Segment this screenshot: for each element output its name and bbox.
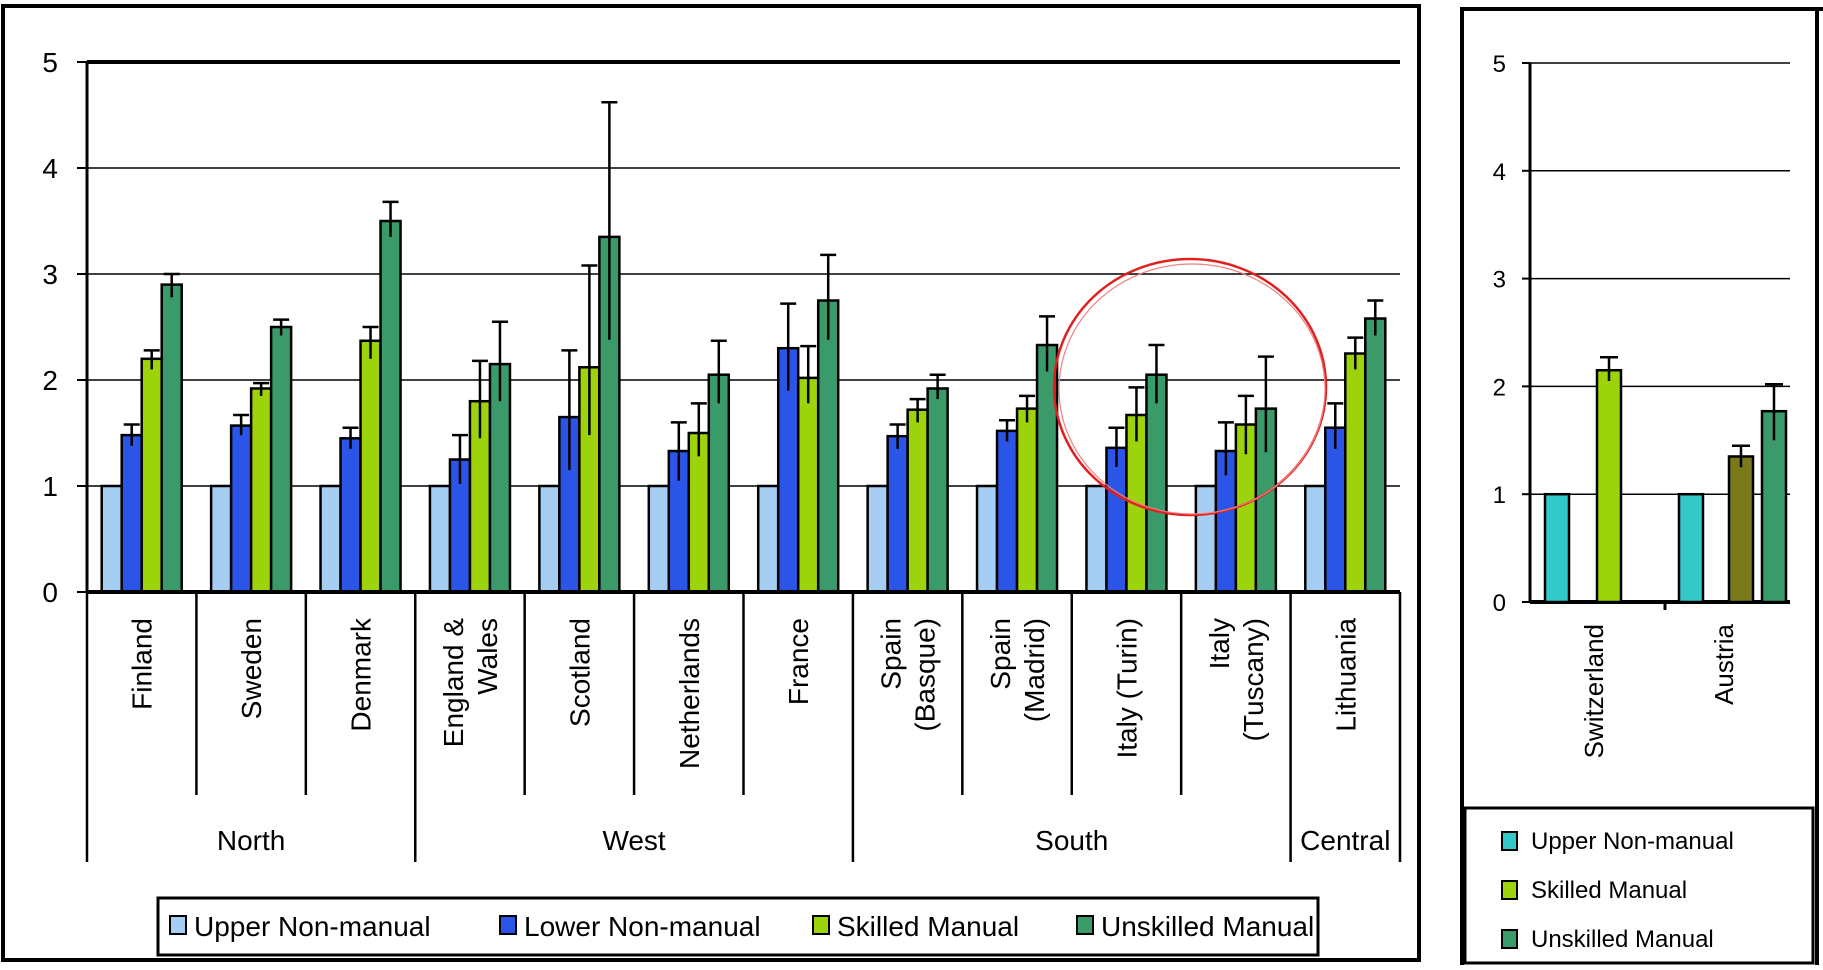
y-tick-label-right: 2	[1493, 374, 1506, 401]
bar-spain-madrid-lower-non-manual	[995, 429, 1019, 594]
x-tick-label-italy-tuscany: Italy	[1204, 618, 1235, 669]
bar-france-skilled-manual	[796, 376, 820, 594]
bar-denmark-upper-non-manual	[319, 484, 342, 594]
legend-right-label-unskilled-manual: Unskilled Manual	[1531, 926, 1714, 953]
x-tick-label-spain-madrid: Spain	[985, 618, 1016, 690]
bar-sweden-lower-non-manual	[229, 424, 253, 594]
bar-italy-turin-lower-non-manual	[1105, 446, 1128, 594]
legend-label-lower-non-manual: Lower Non-manual	[524, 911, 761, 942]
bar-finland-upper-non-manual	[100, 484, 123, 594]
legend-swatch-skilled-manual	[812, 915, 830, 935]
y-tick-label: 5	[42, 47, 58, 78]
x-tick-label-spain-madrid: (Madrid)	[1019, 618, 1050, 722]
legend-swatch-unskilled-manual	[1076, 915, 1094, 935]
x-tick-label-spain-basque: (Basque)	[910, 618, 941, 732]
bar-spain-madrid-upper-non-manual	[975, 484, 999, 594]
group-label-central: Central	[1300, 825, 1390, 856]
bar-france-unskilled-manual	[816, 299, 840, 594]
annotation-circle	[1052, 257, 1328, 517]
group-label-south: South	[1035, 825, 1108, 856]
bar-spain-basque-lower-non-manual	[886, 434, 909, 594]
bar-italy-turin-unskilled-manual	[1145, 373, 1168, 594]
bar-netherlands-unskilled-manual	[707, 373, 731, 594]
x-tick-label-england-wales: England &	[438, 618, 469, 748]
bar-denmark-skilled-manual	[359, 339, 382, 594]
bar-spain-madrid-skilled-manual	[1015, 407, 1039, 594]
bar-italy-turin-upper-non-manual	[1085, 484, 1108, 594]
bar-netherlands-upper-non-manual	[647, 484, 671, 594]
y-tick-label-right: 0	[1493, 590, 1506, 617]
bar-switzerland-skilled-manual	[1595, 368, 1623, 604]
bar-finland-lower-non-manual	[120, 433, 143, 594]
x-tick-label-italy-turin: Italy (Turin)	[1111, 618, 1142, 759]
x-tick-label-england-wales: Wales	[472, 618, 503, 695]
bar-austria-upper-non-manual	[1677, 492, 1705, 604]
y-tick-label: 3	[42, 259, 58, 290]
y-tick-label: 0	[42, 577, 58, 608]
y-tick-label: 1	[42, 471, 58, 502]
x-tick-label-italy-tuscany: (Tuscany)	[1238, 618, 1269, 741]
bar-austria-unlabeled	[1727, 455, 1755, 604]
bar-lithuania-upper-non-manual	[1304, 484, 1327, 594]
x-tick-label-netherlands: Netherlands	[674, 618, 705, 769]
bar-denmark-lower-non-manual	[339, 437, 362, 594]
bar-finland-skilled-manual	[140, 357, 163, 594]
x-tick-label-right-austria: Austria	[1709, 623, 1739, 704]
bar-finland-unskilled-manual	[160, 283, 183, 594]
legend-right-label-skilled-manual: Skilled Manual	[1531, 877, 1687, 904]
bar-sweden-unskilled-manual	[269, 325, 293, 594]
x-tick-label-scotland: Scotland	[564, 618, 595, 727]
bar-sweden-skilled-manual	[249, 387, 273, 594]
legend-swatch-lower-non-manual	[499, 915, 517, 935]
x-tick-label-france: France	[783, 618, 814, 705]
bar-france-upper-non-manual	[756, 484, 780, 594]
legend-label-unskilled-manual: Unskilled Manual	[1101, 911, 1314, 942]
y-tick-label: 4	[42, 153, 58, 184]
bar-spain-basque-skilled-manual	[906, 408, 929, 594]
legend-right	[1463, 806, 1815, 965]
x-tick-label-lithuania: Lithuania	[1330, 618, 1361, 732]
legend-label-upper-non-manual: Upper Non-manual	[194, 911, 431, 942]
legend-left	[156, 896, 1320, 957]
x-tick-label-denmark: Denmark	[346, 617, 377, 732]
legend-right-swatch-skilled-manual	[1501, 880, 1518, 900]
y-tick-label-right: 3	[1493, 267, 1506, 294]
bar-lithuania-unskilled-manual	[1364, 317, 1387, 594]
bar-netherlands-skilled-manual	[687, 431, 711, 594]
bar-italy-tuscany-upper-non-manual	[1194, 484, 1218, 594]
legend-right-swatch-upper-non-manual	[1501, 831, 1518, 851]
y-tick-label: 2	[42, 365, 58, 396]
annotation-circle-inner	[1058, 263, 1326, 515]
bar-switzerland-upper-non-manual	[1543, 492, 1571, 604]
group-label-west: West	[602, 825, 665, 856]
bar-denmark-unskilled-manual	[379, 219, 402, 594]
legend-label-skilled-manual: Skilled Manual	[837, 911, 1019, 942]
group-label-north: North	[217, 825, 285, 856]
panel-frame-left	[1, 4, 1421, 962]
bar-scotland-upper-non-manual	[538, 484, 561, 594]
bar-spain-basque-unskilled-manual	[926, 387, 949, 594]
legend-swatch-upper-non-manual	[169, 915, 187, 935]
bar-sweden-upper-non-manual	[209, 484, 233, 594]
bar-lithuania-lower-non-manual	[1324, 426, 1347, 594]
x-tick-label-sweden: Sweden	[236, 618, 267, 719]
x-tick-label-spain-basque: Spain	[876, 618, 907, 690]
y-tick-label-right: 1	[1493, 482, 1506, 509]
legend-right-label-upper-non-manual: Upper Non-manual	[1531, 828, 1734, 855]
legend-right-swatch-unskilled-manual	[1501, 929, 1518, 949]
bar-spain-basque-upper-non-manual	[866, 484, 889, 594]
x-tick-label-finland: Finland	[127, 618, 158, 710]
x-tick-label-right-switzerland: Switzerland	[1579, 624, 1609, 758]
bar-austria-unskilled-manual	[1760, 409, 1788, 604]
y-tick-label-right: 4	[1493, 159, 1506, 186]
y-tick-label-right: 5	[1493, 51, 1506, 78]
bar-england-wales-upper-non-manual	[428, 484, 452, 594]
bar-lithuania-skilled-manual	[1344, 352, 1367, 594]
